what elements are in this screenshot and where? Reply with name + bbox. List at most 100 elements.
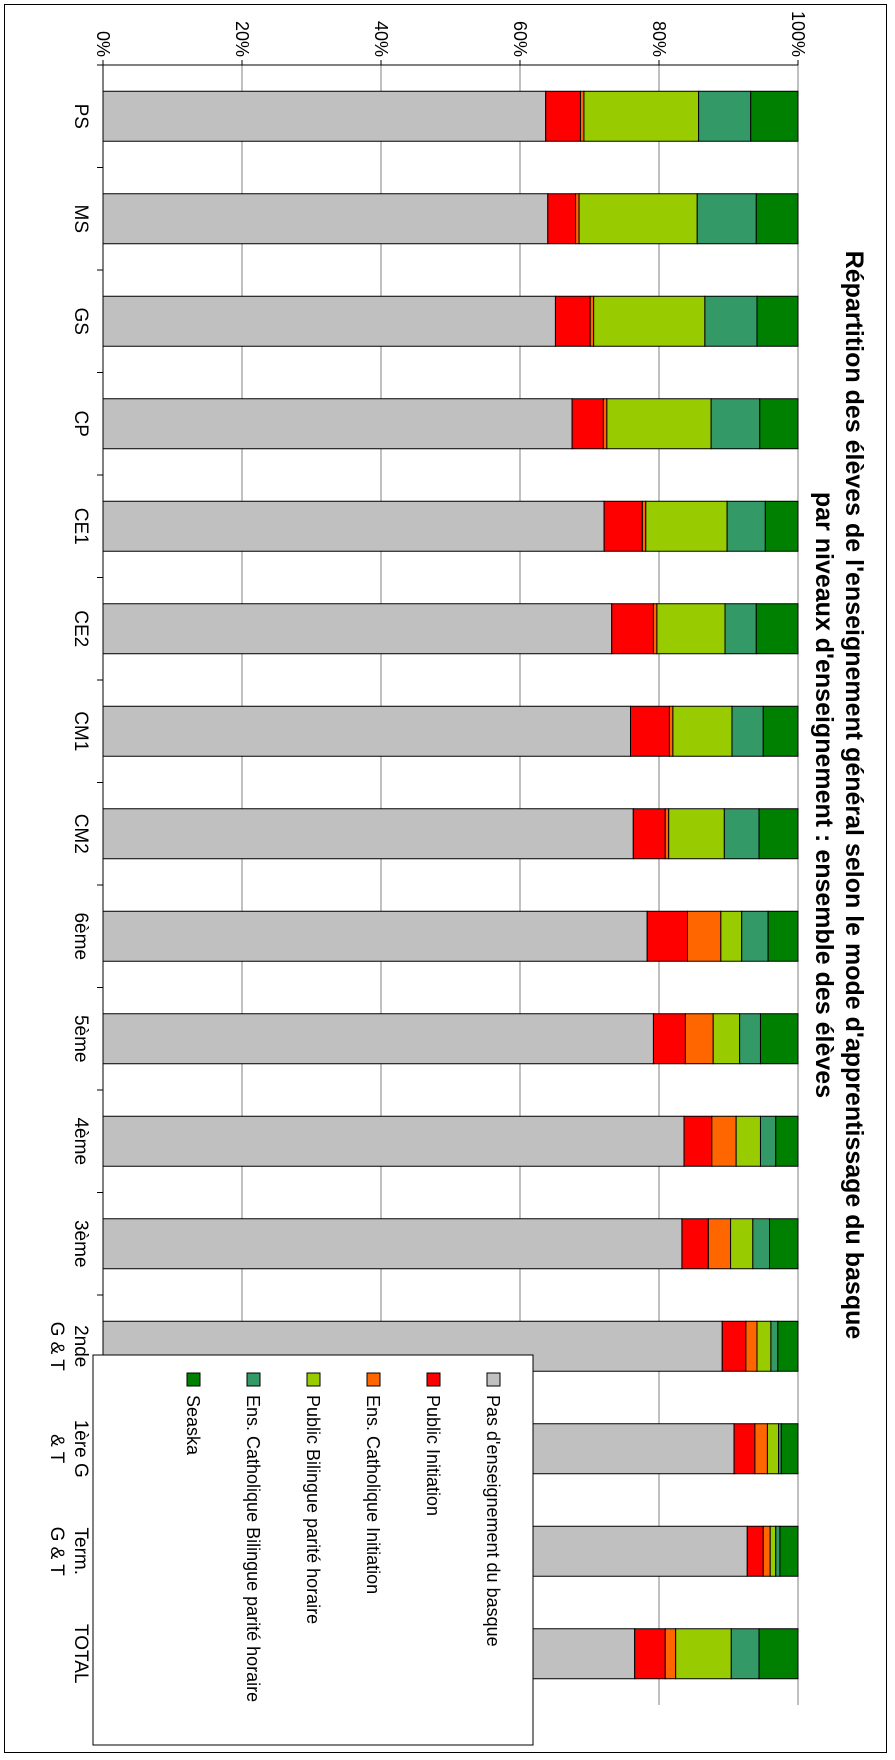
bar-segment [606, 398, 712, 450]
category-label: 3ème [70, 1220, 91, 1268]
category-label: MS [70, 205, 91, 234]
bar-segment [102, 1218, 683, 1270]
bar-segment [711, 1115, 737, 1167]
legend-label: Seaska [183, 1395, 203, 1456]
category-label: 2nde [70, 1325, 91, 1367]
legend-label: Ens. Catholique Initiation [363, 1395, 383, 1594]
category-label: 4ème [70, 1117, 91, 1165]
bar-segment [767, 910, 799, 962]
category-label: G & T [46, 1527, 67, 1577]
bars [102, 90, 799, 1680]
category-label: & T [46, 1434, 67, 1464]
bar-segment [589, 295, 595, 347]
bar-segment [683, 1115, 713, 1167]
bar-segment [779, 1525, 799, 1577]
bar-segment [780, 1423, 799, 1475]
legend-label: Pas d'enseignement du basque [483, 1395, 503, 1647]
category-label: TOTAL [70, 1624, 91, 1683]
bar-segment [583, 90, 700, 142]
legend-swatch [366, 1372, 381, 1387]
bar-segment [754, 1423, 768, 1475]
category-label: CM1 [70, 711, 91, 751]
bar-segment [602, 398, 608, 450]
bar-segment [770, 1320, 779, 1372]
bar-segment [704, 295, 758, 347]
bar-segment [641, 500, 647, 552]
legend-label: Public Bilingue parité horaire [303, 1395, 323, 1624]
bar-segment [575, 193, 580, 245]
plot-area [103, 65, 798, 1705]
category-label: G & T [46, 1322, 67, 1372]
chart-title-line: Répartition des élèves de l'enseignement… [840, 251, 868, 1340]
value-ticks: 0% 20% 40% 60% 80% 100% [93, 11, 808, 65]
bar-segment [730, 1628, 760, 1680]
bar-segment [102, 1115, 685, 1167]
bar-segment [664, 1628, 677, 1680]
bar-segment [735, 1115, 761, 1167]
bar-segment [741, 910, 769, 962]
bar-segment [102, 500, 605, 552]
chart-frame: 0% 20% 40% 60% 80% 100% PS MS GS CP CE1 CE2 CM1 CM2 6… [4, 4, 887, 1753]
plot-background [103, 65, 798, 1705]
category-label: 6ème [70, 912, 91, 960]
bar-segment [102, 398, 573, 450]
bar-segment [668, 808, 725, 860]
bar-segment [723, 808, 760, 860]
bar-segment [733, 1423, 756, 1475]
legend-swatch [486, 1372, 501, 1387]
chart: 0% 20% 40% 60% 80% 100% PS MS GS CP CE1 CE2 CM1 CM2 6… [46, 11, 868, 1746]
legend: Pas d'enseignement du basque Public Initi… [92, 1354, 534, 1746]
bar-segment [578, 193, 698, 245]
value-tick-label: 40% [371, 21, 391, 57]
bar-segment [759, 398, 799, 450]
bar-segment [721, 1320, 747, 1372]
legend-label: Public Initiation [423, 1395, 443, 1516]
legend-swatch [426, 1372, 441, 1387]
bar-segment [656, 603, 726, 655]
bar-segment [102, 1013, 654, 1065]
bar-segment [756, 1320, 772, 1372]
category-label: PS [70, 104, 91, 129]
bar-segment [102, 910, 648, 962]
bar-segment [762, 705, 799, 757]
bar-segment [645, 500, 728, 552]
legend-label: Ens. Catholique Bilingue parité horaire [243, 1395, 263, 1702]
bar-segment [686, 910, 722, 962]
category-label: CE2 [70, 610, 91, 647]
bar-segment [630, 705, 670, 757]
bar-segment [724, 603, 757, 655]
bar-segment [545, 90, 581, 142]
category-label: CE1 [70, 508, 91, 545]
bar-segment [731, 705, 764, 757]
bar-segment [775, 1525, 781, 1577]
bar-segment [681, 1218, 709, 1270]
bar-segment [646, 910, 688, 962]
bar-segment [766, 1423, 780, 1475]
category-label: CM2 [70, 814, 91, 854]
bar-segment [758, 1628, 799, 1680]
bar-segment [739, 1013, 761, 1065]
bar-segment [554, 295, 591, 347]
value-tick-label: 60% [510, 21, 530, 57]
bar-segment [652, 603, 658, 655]
bar-segment [696, 193, 757, 245]
category-label: CP [70, 411, 91, 437]
bar-segment [764, 500, 799, 552]
bar-segment [755, 193, 799, 245]
bar-segment [769, 1218, 799, 1270]
value-tick-label: 80% [649, 21, 669, 57]
bar-segment [668, 705, 674, 757]
bar-segment [672, 705, 733, 757]
bar-segment [769, 1525, 777, 1577]
bar-segment [750, 90, 799, 142]
bar-segment [726, 500, 766, 552]
category-label: 5ème [70, 1015, 91, 1063]
legend-swatch [186, 1372, 201, 1387]
bar-segment [675, 1628, 732, 1680]
value-tick-label: 20% [232, 21, 252, 57]
bar-segment [755, 603, 799, 655]
category-label: GS [70, 308, 91, 335]
bar-segment [102, 295, 556, 347]
bar-segment [632, 808, 666, 860]
bar-segment [684, 1013, 714, 1065]
